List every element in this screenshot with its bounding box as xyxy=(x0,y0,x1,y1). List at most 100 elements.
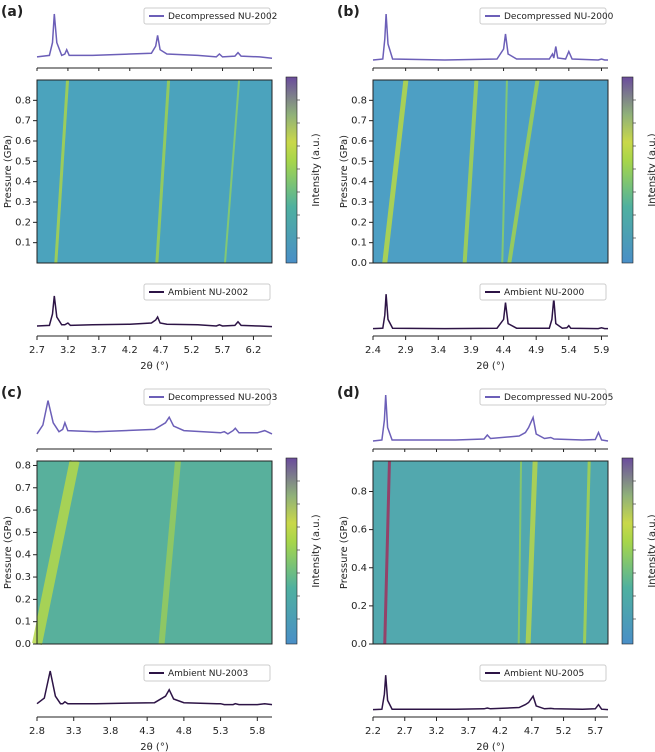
y-tick-label: 0.8 xyxy=(15,95,31,106)
x-tick-label: 3.4 xyxy=(430,345,446,356)
y-tick-label: 0.2 xyxy=(15,217,31,228)
y-tick-label: 0.6 xyxy=(15,505,31,516)
x-tick-label: 5.7 xyxy=(587,726,603,737)
legend-label: Ambient NU-2005 xyxy=(504,669,584,679)
x-tick-label: 2.8 xyxy=(29,726,45,737)
heatmap-background xyxy=(373,80,608,263)
x-tick-label: 5.2 xyxy=(184,345,200,356)
legend-label: Decompressed NU-2003 xyxy=(168,393,277,403)
legend-label: Decompressed NU-2005 xyxy=(504,393,613,403)
y-tick-label: 0.0 xyxy=(351,258,367,269)
heatmap-streak xyxy=(517,460,523,645)
x-tick-label: 2.7 xyxy=(397,726,413,737)
colorbar xyxy=(285,457,298,645)
x-tick-label: 3.3 xyxy=(66,726,82,737)
profile-line xyxy=(36,295,273,328)
profile-line xyxy=(36,670,273,706)
heatmap-frame xyxy=(372,79,609,264)
y-tick-label: 0.2 xyxy=(351,217,367,228)
legend-box xyxy=(143,283,271,301)
panel-label: (d) xyxy=(337,385,360,401)
colorbar-label: Intensity (a.u.) xyxy=(647,514,655,587)
heatmap-streak xyxy=(462,79,479,264)
x-tick-label: 4.3 xyxy=(139,726,155,737)
heatmap-streak xyxy=(501,79,508,264)
y-axis-label: Pressure (GPa) xyxy=(3,135,14,208)
x-tick-label: 3.9 xyxy=(463,345,479,356)
x-tick-label: 3.8 xyxy=(102,726,118,737)
heatmap-streak xyxy=(224,79,241,264)
y-tick-label: 0.4 xyxy=(15,177,31,188)
x-axis-label: 2θ (°) xyxy=(476,361,505,372)
y-tick-label: 0.2 xyxy=(351,601,367,612)
heatmap-streak xyxy=(507,79,540,264)
legend-box xyxy=(143,7,271,25)
x-tick-label: 4.2 xyxy=(122,345,138,356)
panel-label: (b) xyxy=(337,4,360,20)
y-tick-label: 0.8 xyxy=(15,460,31,471)
x-tick-label: 2.4 xyxy=(365,345,381,356)
x-tick-label: 5.9 xyxy=(594,345,610,356)
x-tick-label: 5.7 xyxy=(215,345,231,356)
y-tick-label: 0.5 xyxy=(15,156,31,167)
y-tick-label: 0.6 xyxy=(15,136,31,147)
y-axis-label: Pressure (GPa) xyxy=(339,135,350,208)
panel-label: (c) xyxy=(1,385,22,401)
y-tick-label: 0.0 xyxy=(15,639,31,650)
heatmap-streak xyxy=(54,79,70,264)
legend-label: Ambient NU-2000 xyxy=(504,288,585,298)
y-tick-label: 0.8 xyxy=(351,95,367,106)
y-tick-label: 0.1 xyxy=(351,238,367,249)
x-tick-label: 2.9 xyxy=(398,345,414,356)
x-tick-label: 5.3 xyxy=(213,726,229,737)
y-tick-label: 0.2 xyxy=(15,594,31,605)
profile-line xyxy=(372,394,609,442)
x-tick-label: 4.9 xyxy=(528,345,544,356)
profile-line xyxy=(372,13,608,61)
x-tick-label: 4.4 xyxy=(496,345,512,356)
x-tick-label: 2.2 xyxy=(365,726,381,737)
legend-label: Ambient NU-2003 xyxy=(168,669,248,679)
x-tick-label: 3.7 xyxy=(460,726,476,737)
x-tick-label: 3.2 xyxy=(429,726,445,737)
y-tick-label: 0.4 xyxy=(351,563,367,574)
legend-label: Ambient NU-2002 xyxy=(168,288,248,298)
heatmap-streak xyxy=(383,460,391,645)
y-tick-label: 0.4 xyxy=(15,550,31,561)
x-tick-label: 4.7 xyxy=(153,345,169,356)
y-tick-label: 0.3 xyxy=(351,197,367,208)
colorbar xyxy=(621,457,634,645)
y-tick-label: 0.7 xyxy=(15,483,31,494)
profile-line xyxy=(372,294,608,330)
legend-box xyxy=(479,388,607,406)
heatmap-frame xyxy=(36,79,273,264)
x-tick-label: 2.7 xyxy=(29,345,45,356)
legend-box xyxy=(479,283,607,301)
colorbar-label: Intensity (a.u.) xyxy=(311,133,322,206)
colorbar-label: Intensity (a.u.) xyxy=(311,514,322,587)
heatmap-streak xyxy=(155,79,171,264)
profile-line xyxy=(372,675,609,711)
legend-box xyxy=(479,664,607,682)
legend-label: Decompressed NU-2000 xyxy=(504,12,614,22)
y-axis-label: Pressure (GPa) xyxy=(339,516,350,589)
x-axis-label: 2θ (°) xyxy=(476,742,505,752)
profile-line xyxy=(36,400,273,435)
x-tick-label: 4.2 xyxy=(492,726,508,737)
panel-label: (a) xyxy=(1,4,23,20)
colorbar xyxy=(285,76,298,264)
x-tick-label: 3.7 xyxy=(91,345,107,356)
y-tick-label: 0.4 xyxy=(351,177,367,188)
y-tick-label: 0.6 xyxy=(351,136,367,147)
heatmap-background xyxy=(37,461,272,644)
legend-label: Decompressed NU-2002 xyxy=(168,12,277,22)
colorbar-label: Intensity (a.u.) xyxy=(647,133,655,206)
heatmap-streak xyxy=(32,459,80,646)
x-tick-label: 3.2 xyxy=(60,345,76,356)
y-tick-label: 0.3 xyxy=(15,572,31,583)
y-tick-label: 0.6 xyxy=(351,525,367,536)
legend-box xyxy=(143,664,271,682)
legend-box xyxy=(143,388,271,406)
y-axis-label: Pressure (GPa) xyxy=(3,516,14,589)
